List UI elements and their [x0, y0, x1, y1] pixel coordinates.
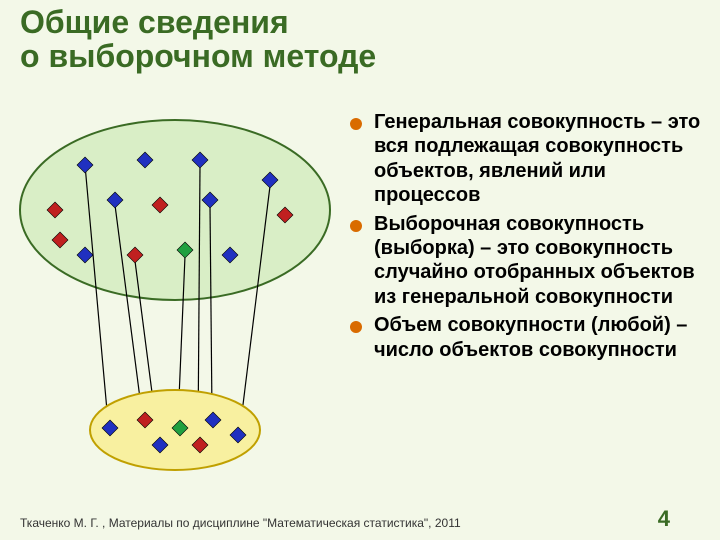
- bullet-item-0: Генеральная совокупность – это вся подле…: [350, 110, 710, 208]
- title-line-2: о выборочном методе: [20, 40, 376, 74]
- bullet-item-2: Объем совокупности (любой) – число объек…: [350, 313, 710, 362]
- bullet-item-1: Выборочная совокупность (выборка) – это …: [350, 212, 710, 310]
- title-line-1: Общие сведения: [20, 6, 376, 40]
- page-number: 4: [658, 506, 670, 532]
- diagram-svg: [0, 110, 350, 480]
- slide-title: Общие сведения о выборочном методе: [20, 6, 376, 73]
- content-area: Генеральная совокупность – это вся подле…: [0, 110, 720, 500]
- slide: Общие сведения о выборочном методе Генер…: [0, 0, 720, 540]
- bullet-list: Генеральная совокупность – это вся подле…: [350, 110, 720, 500]
- footer-text: Ткаченко М. Г. , Материалы по дисциплине…: [20, 516, 461, 530]
- diagram: [0, 110, 350, 480]
